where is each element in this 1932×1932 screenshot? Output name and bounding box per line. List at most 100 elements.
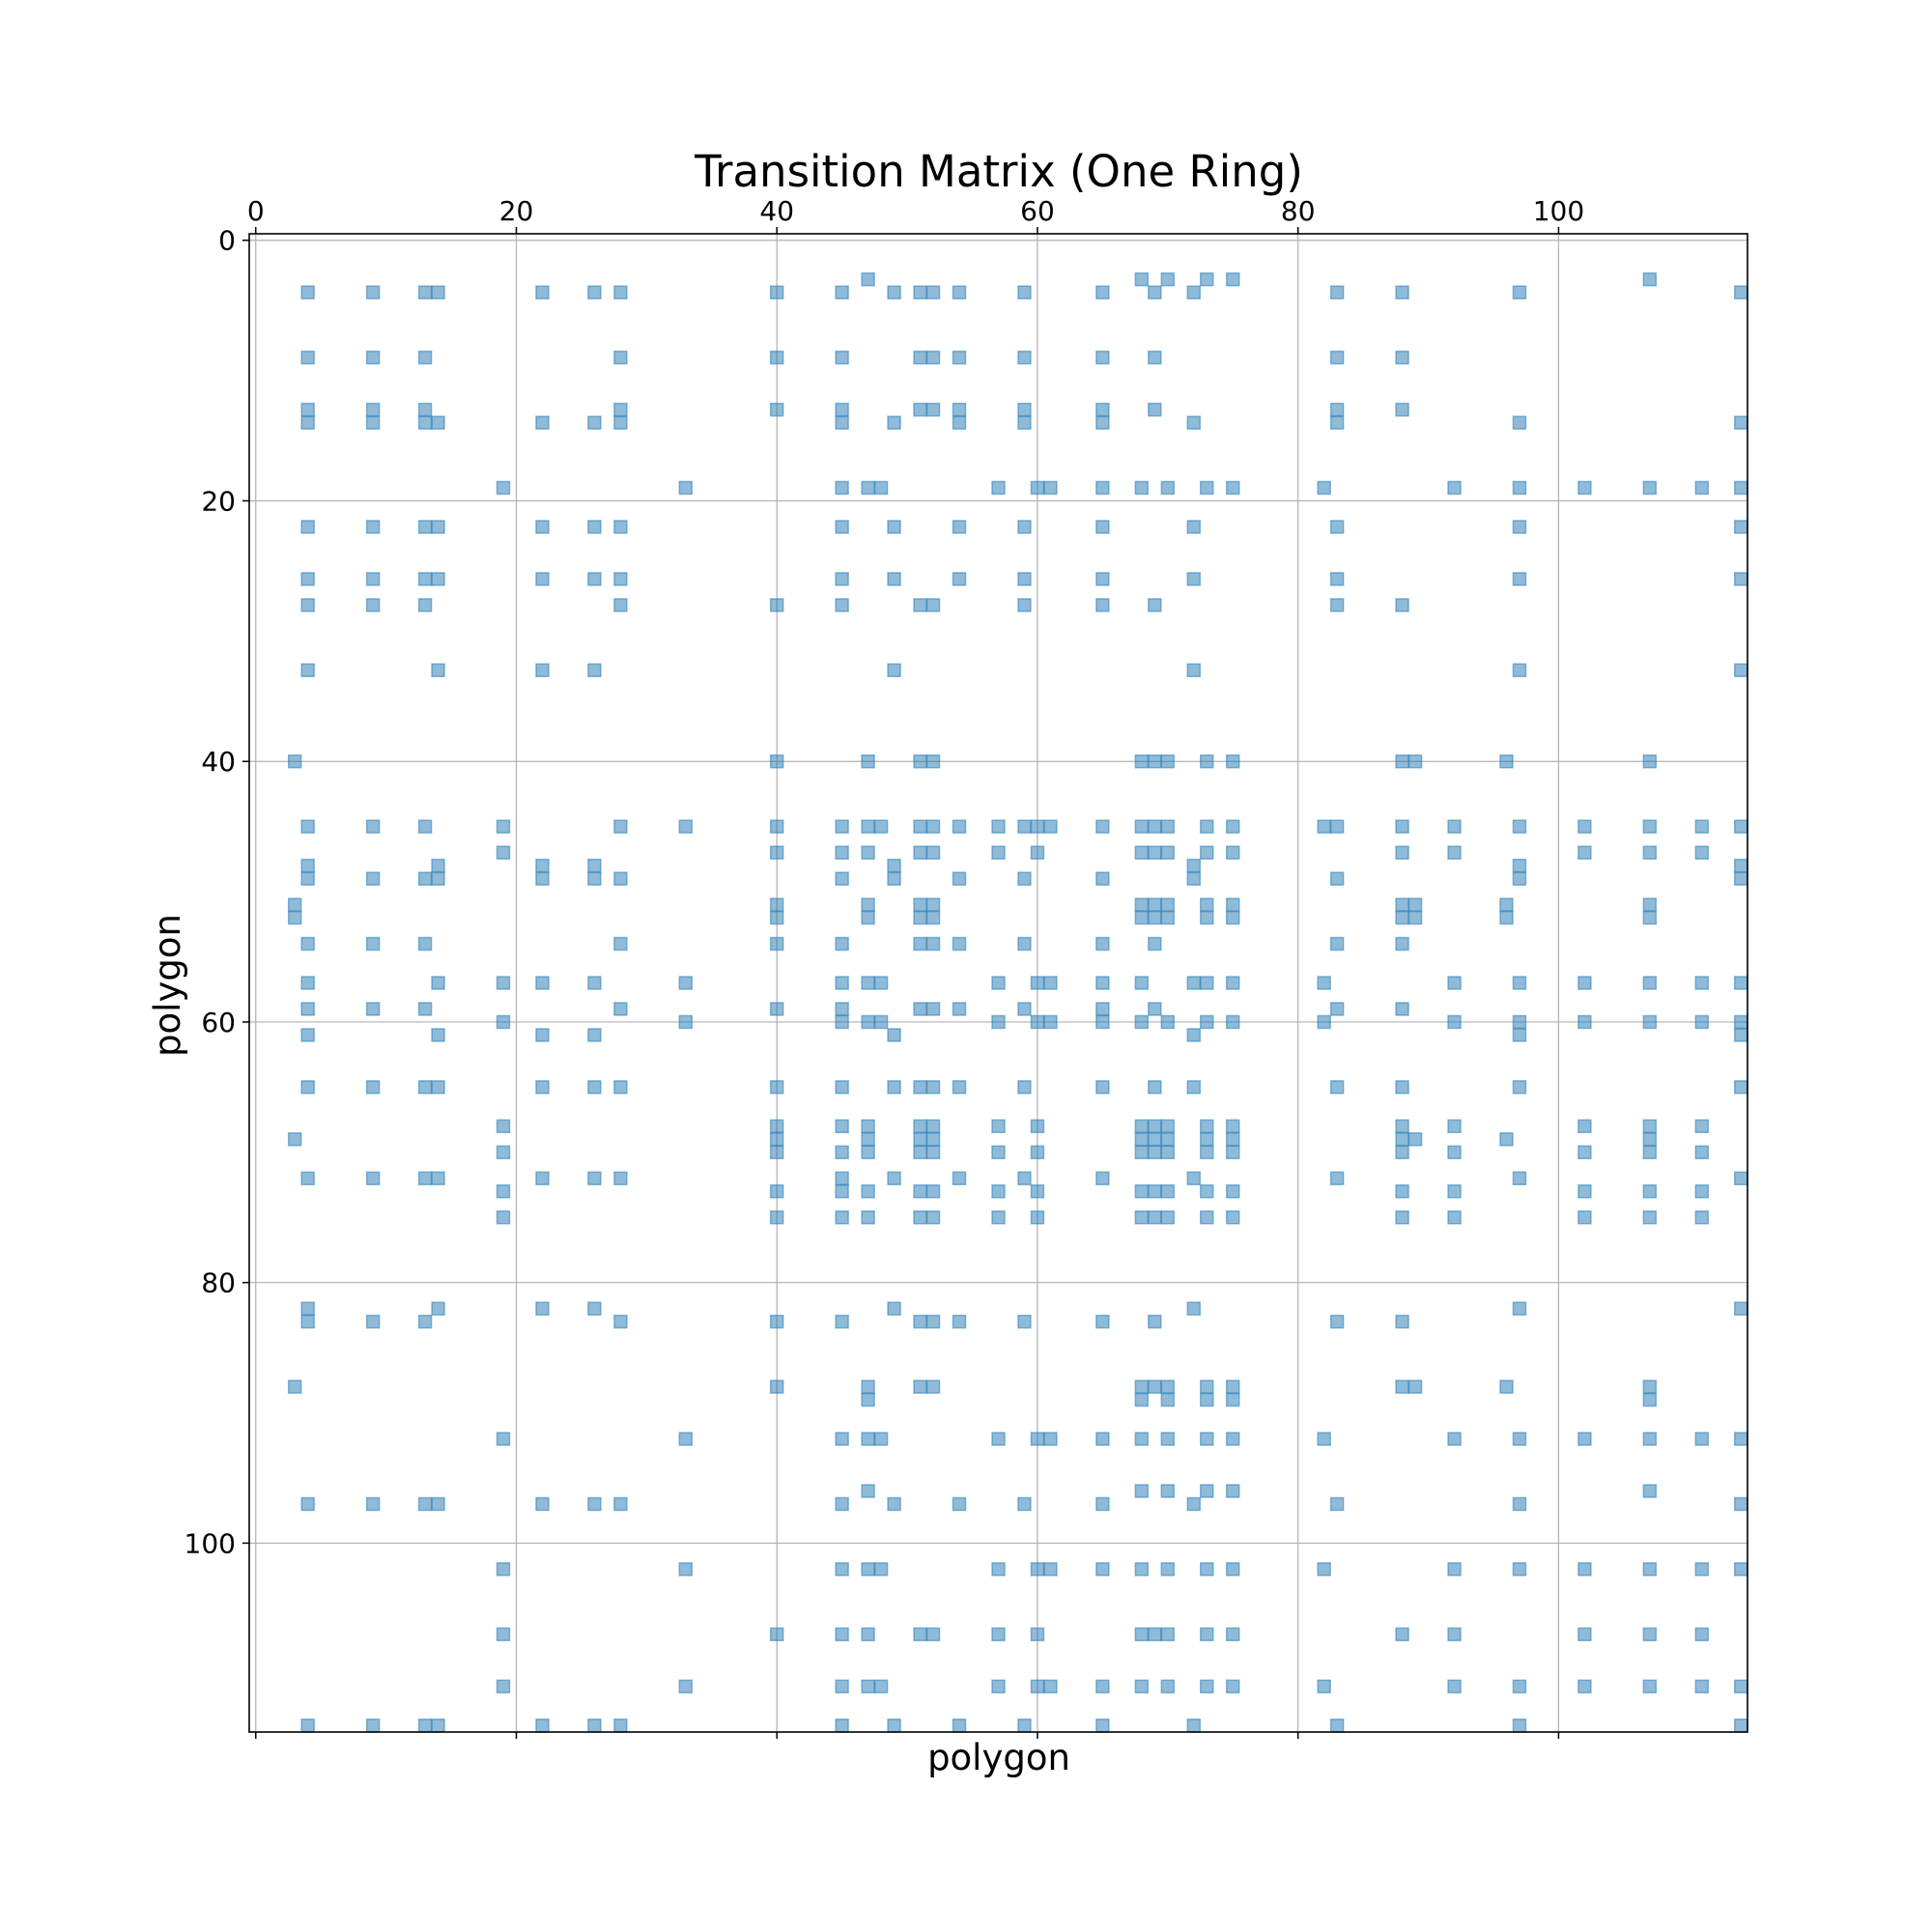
matrix-entry-marker <box>1030 1184 1045 1199</box>
matrix-entry-marker <box>925 1210 941 1225</box>
matrix-entry-marker <box>1734 819 1748 834</box>
matrix-entry-marker <box>1226 1562 1240 1577</box>
matrix-entry-marker <box>835 480 849 496</box>
matrix-entry-marker <box>587 663 602 678</box>
matrix-entry-marker <box>1160 1014 1176 1030</box>
matrix-entry-marker <box>535 1301 550 1316</box>
matrix-entry-marker <box>1499 897 1514 912</box>
matrix-entry-marker <box>887 1080 901 1094</box>
matrix-entry-marker <box>1642 819 1658 834</box>
matrix-entry-marker <box>1160 1432 1176 1446</box>
matrix-entry-marker <box>300 1314 315 1329</box>
matrix-entry-marker <box>991 1432 1006 1446</box>
matrix-entry-marker <box>535 1719 550 1733</box>
matrix-entry-marker <box>1186 1719 1202 1733</box>
matrix-entry-marker <box>835 1314 849 1329</box>
matrix-entry-marker <box>861 1484 875 1498</box>
matrix-entry-marker <box>300 285 315 299</box>
matrix-entry-marker <box>587 415 602 430</box>
matrix-entry-marker <box>835 1002 849 1016</box>
matrix-entry-marker <box>1134 845 1150 860</box>
matrix-entry-marker <box>1134 1145 1150 1160</box>
matrix-entry-marker <box>1317 819 1331 834</box>
matrix-entry-marker <box>1642 910 1658 925</box>
matrix-entry-marker <box>769 402 784 417</box>
matrix-entry-marker <box>1095 480 1110 496</box>
matrix-entry-marker <box>1642 1145 1658 1160</box>
matrix-entry-marker <box>365 1314 381 1329</box>
matrix-entry-marker <box>861 1014 875 1030</box>
matrix-entry-marker <box>1200 845 1214 860</box>
matrix-entry-marker <box>1395 910 1409 925</box>
matrix-entry-marker <box>1017 871 1032 886</box>
matrix-entry-marker <box>1043 1014 1058 1030</box>
matrix-entry-marker <box>1226 1484 1240 1498</box>
matrix-entry-marker <box>300 1080 315 1094</box>
matrix-entry-marker <box>952 350 967 365</box>
matrix-entry-marker <box>613 520 628 534</box>
matrix-entry-marker <box>587 871 602 886</box>
matrix-entry-marker <box>1148 1132 1162 1147</box>
matrix-entry-marker <box>1134 1432 1150 1446</box>
matrix-entry-marker <box>1186 572 1202 586</box>
matrix-entry-marker <box>1148 753 1162 769</box>
matrix-entry-marker <box>535 663 550 678</box>
matrix-entry-marker <box>1134 480 1150 496</box>
matrix-entry-marker <box>1447 819 1462 834</box>
matrix-entry-marker <box>1017 572 1032 586</box>
matrix-entry-marker <box>365 1496 381 1512</box>
matrix-entry-marker <box>1134 1119 1150 1134</box>
matrix-entry-marker <box>300 350 315 365</box>
matrix-entry-marker <box>1512 871 1527 886</box>
y-tick-label: 0 <box>218 225 236 257</box>
matrix-entry-marker <box>1734 871 1748 886</box>
matrix-entry-marker <box>1134 910 1150 925</box>
matrix-entry-marker <box>1447 1145 1462 1160</box>
matrix-entry-marker <box>1226 897 1240 912</box>
matrix-entry-marker <box>1734 1562 1748 1577</box>
matrix-entry-marker <box>1134 1379 1150 1394</box>
matrix-entry-marker <box>535 1171 550 1186</box>
matrix-entry-marker <box>1447 976 1462 990</box>
matrix-entry-marker <box>887 285 901 299</box>
matrix-entry-marker <box>1317 976 1331 990</box>
matrix-entry-marker <box>887 572 901 586</box>
matrix-entry-marker <box>1317 1014 1331 1030</box>
matrix-entry-marker <box>1148 1119 1162 1134</box>
y-tick-label: 80 <box>201 1267 236 1299</box>
matrix-entry-marker <box>1226 1014 1240 1030</box>
matrix-entry-marker <box>1134 1184 1150 1199</box>
matrix-entry-marker <box>431 572 445 586</box>
matrix-entry-marker <box>613 1171 628 1186</box>
matrix-entry-marker <box>913 1379 927 1394</box>
matrix-entry-marker <box>861 1132 875 1147</box>
matrix-entry-marker <box>925 350 941 365</box>
matrix-entry-marker <box>1642 1379 1658 1394</box>
matrix-entry-marker <box>1447 1679 1462 1694</box>
matrix-entry-marker <box>1186 1496 1202 1512</box>
matrix-entry-marker <box>1329 402 1345 417</box>
matrix-entry-marker <box>952 819 967 834</box>
matrix-entry-marker <box>1226 1679 1240 1694</box>
matrix-entry-marker <box>1512 415 1527 430</box>
matrix-entry-marker <box>587 1719 602 1733</box>
matrix-entry-marker <box>1512 1496 1527 1512</box>
matrix-entry-marker <box>1577 1432 1592 1446</box>
matrix-entry-marker <box>1329 1171 1345 1186</box>
matrix-entry-marker <box>1512 285 1527 299</box>
matrix-entry-marker <box>1395 936 1409 952</box>
matrix-entry-marker <box>1226 1184 1240 1199</box>
matrix-entry-marker <box>496 1432 511 1446</box>
matrix-entry-marker <box>613 415 628 430</box>
matrix-entry-marker <box>835 1679 849 1694</box>
matrix-entry-marker <box>1642 1392 1658 1407</box>
matrix-entry-marker <box>1160 819 1176 834</box>
matrix-entry-marker <box>1134 1679 1150 1694</box>
matrix-entry-marker <box>1642 753 1658 769</box>
matrix-entry-marker <box>1642 976 1658 990</box>
matrix-entry-marker <box>1043 819 1058 834</box>
matrix-entry-marker <box>1226 1379 1240 1394</box>
matrix-entry-marker <box>300 520 315 534</box>
matrix-entry-marker <box>1017 936 1032 952</box>
matrix-entry-marker <box>1407 910 1423 925</box>
